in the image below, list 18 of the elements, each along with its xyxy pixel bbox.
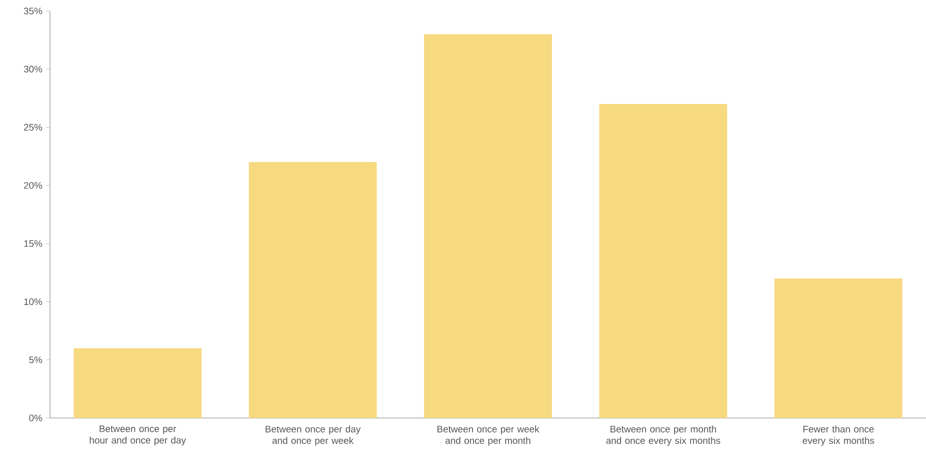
y-tick-label: 25% [24,124,42,131]
bar [774,278,902,418]
x-tick-label: Between once per hour and once per day [90,426,186,446]
y-tick-label: 15% [24,240,42,247]
y-tick-label: 0% [29,414,42,422]
bar [424,34,552,418]
y-tick-label: 35% [24,8,42,14]
x-tick-label: Between once per month and once every six months [606,426,720,446]
bar [74,348,202,418]
bar [248,162,377,418]
x-tick-label: Between once per week and once per month [437,426,540,446]
y-tick-label: 10% [24,298,42,306]
x-tick-label: Fewer than once every six months [802,426,874,446]
y-tick-label: 5% [29,356,42,364]
y-tick-label: 20% [24,182,42,189]
y-tick-label: 30% [24,66,42,72]
bar [599,104,728,418]
x-tick-label: Between once per day and once per week [266,426,361,446]
